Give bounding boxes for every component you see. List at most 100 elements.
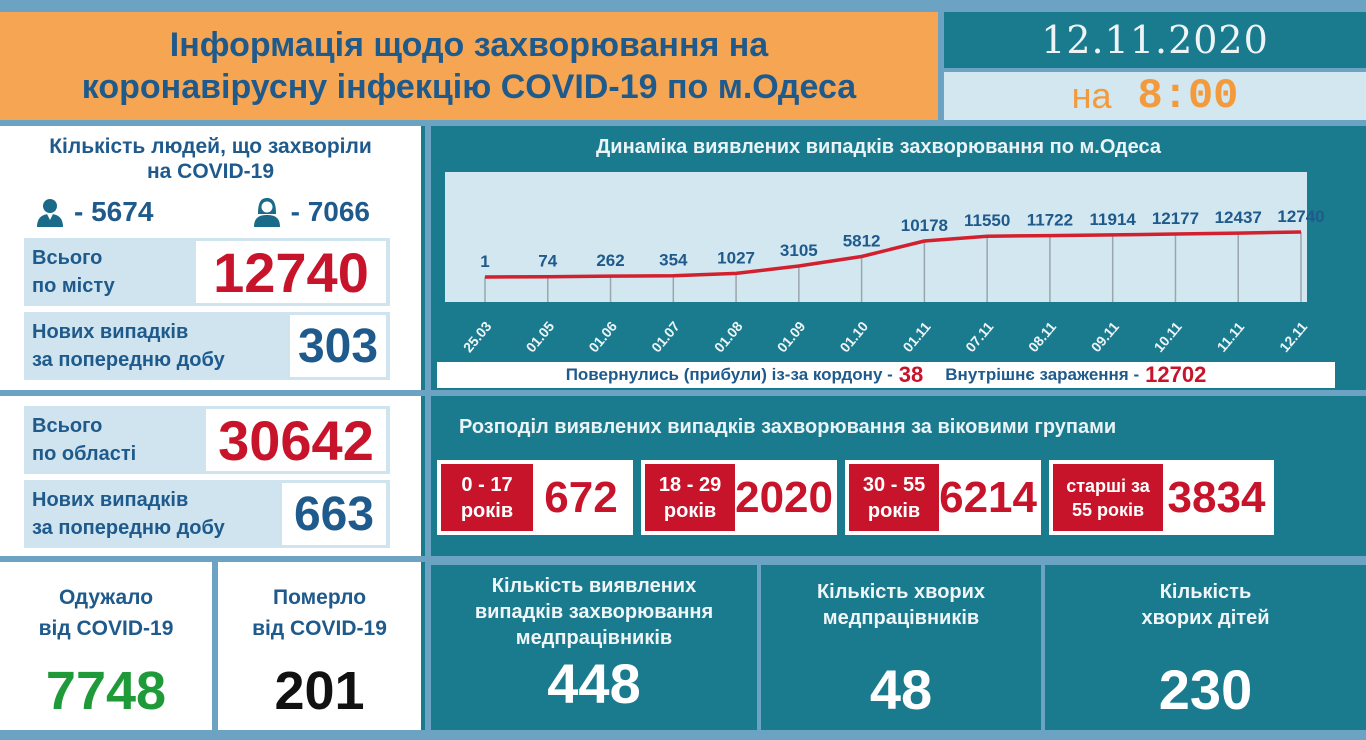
- city-total-label-1: Всього: [32, 247, 103, 269]
- svg-text:74: 74: [538, 252, 557, 271]
- age-groups-panel: Розподіл виявлених випадків захворювання…: [431, 396, 1366, 556]
- recovered-title-2: від COVID-19: [38, 617, 174, 640]
- medical-detected-title-3: медпрацівників: [515, 627, 673, 649]
- female-count-value: - 7066: [290, 196, 370, 227]
- region-new-value: 663: [282, 483, 386, 545]
- svg-text:12177: 12177: [1152, 209, 1199, 228]
- svg-text:354: 354: [659, 251, 688, 270]
- svg-text:1027: 1027: [717, 248, 755, 267]
- deaths-title-1: Померло: [272, 586, 367, 609]
- age-group-label: 0 - 17 років: [441, 464, 533, 531]
- medical-detected-title-2: випадків захворювання: [474, 601, 714, 623]
- age-group-card: 0 - 17 років 672: [437, 460, 633, 535]
- returned-label: Повернулись (прибули) із-за кордону -: [565, 365, 893, 384]
- time-prefix: на: [1071, 75, 1112, 116]
- male-count: - 5674: [34, 196, 153, 228]
- svg-text:01.05: 01.05: [523, 318, 558, 355]
- age-groups-title: Розподіл виявлених випадків захворювання…: [459, 416, 1117, 438]
- recovered-card: Одужало від COVID-19 7748: [0, 562, 212, 730]
- medical-sick-title-1: Кількість хворих: [816, 581, 986, 603]
- sick-children-value: 230: [1158, 658, 1253, 721]
- age-group-card: 30 - 55 років 6214: [845, 460, 1041, 535]
- region-total-value: 30642: [206, 409, 386, 472]
- male-user-icon: [37, 199, 63, 227]
- medical-detected-title-1: Кількість виявлених: [491, 575, 697, 597]
- svg-text:25.03: 25.03: [460, 318, 495, 355]
- svg-text:01.09: 01.09: [774, 318, 809, 355]
- header-title-line2: коронавірусну інфекцію COVID-19 по м.Оде…: [81, 68, 857, 106]
- city-new-label-2: за попередню добу: [32, 349, 225, 371]
- age-range: 30 - 55: [862, 473, 926, 496]
- deaths-value: 201: [274, 661, 365, 721]
- report-date: 12.11.2020: [944, 12, 1366, 68]
- region-new-label-2: за попередню добу: [32, 517, 225, 539]
- chart-title: Динаміка виявлених випадків захворювання…: [596, 136, 1161, 158]
- region-total-box: Всього по області 30642: [24, 406, 390, 474]
- medical-detected-value: 448: [547, 652, 641, 715]
- male-count-value: - 5674: [74, 196, 154, 227]
- header-title: Інформація щодо захворювання на коронаві…: [0, 12, 938, 120]
- svg-text:5812: 5812: [843, 231, 881, 250]
- recovered-title-1: Одужало: [58, 586, 154, 609]
- age-unit: років: [663, 499, 717, 522]
- deaths-title-2: від COVID-19: [252, 617, 387, 640]
- svg-text:01.06: 01.06: [585, 318, 620, 355]
- svg-text:10.11: 10.11: [1150, 318, 1184, 355]
- recovered-value: 7748: [45, 661, 167, 721]
- svg-text:12.11: 12.11: [1276, 318, 1310, 355]
- age-range: 0 - 17: [461, 473, 513, 496]
- medical-sick-title: Кількість хворих медпрацівників: [761, 579, 1041, 631]
- region-total-label-2: по області: [32, 443, 137, 465]
- deaths-title: Померло від COVID-19: [218, 582, 421, 644]
- age-unit: 55 років: [1071, 499, 1145, 520]
- age-group-value: 6214: [939, 472, 1037, 522]
- city-new-label: Нових випадків за попередню добу: [24, 318, 290, 374]
- sick-children-card: Кількість хворих дітей 230: [1045, 565, 1366, 730]
- age-group-value: 672: [544, 472, 618, 522]
- returned-value: 38: [898, 362, 924, 387]
- city-stats-title: Кількість людей, що захворіли на COVID-1…: [0, 134, 421, 184]
- female-user-icon: [253, 198, 280, 227]
- deaths-card: Померло від COVID-19 201: [218, 562, 425, 730]
- svg-text:262: 262: [596, 251, 624, 270]
- svg-text:12740: 12740: [1277, 207, 1324, 226]
- city-total-value: 12740: [196, 241, 386, 304]
- svg-text:11914: 11914: [1090, 210, 1137, 229]
- dynamics-chart-panel: Динаміка виявлених випадків захворювання…: [431, 126, 1366, 390]
- medical-detected-card: Кількість виявлених випадків захворюванн…: [431, 565, 757, 730]
- svg-text:11722: 11722: [1027, 211, 1073, 230]
- city-new-label-1: Нових випадків: [32, 321, 189, 343]
- age-unit: років: [460, 499, 514, 522]
- age-group-label: 30 - 55 років: [849, 464, 940, 531]
- svg-text:01.10: 01.10: [836, 318, 871, 355]
- age-range: старші за: [1066, 475, 1150, 496]
- region-new-label-1: Нових випадків: [32, 489, 189, 511]
- age-group-label: 18 - 29 років: [645, 464, 736, 531]
- medical-sick-title-2: медпрацівників: [822, 607, 980, 629]
- svg-text:01.08: 01.08: [711, 318, 746, 355]
- city-new-box: Нових випадків за попередню добу 303: [24, 312, 390, 380]
- svg-text:10178: 10178: [901, 216, 948, 235]
- medical-sick-card: Кількість хворих медпрацівників 48: [761, 565, 1041, 730]
- female-count: - 7066: [251, 196, 370, 228]
- svg-text:08.11: 08.11: [1025, 318, 1059, 355]
- svg-text:07.11: 07.11: [962, 318, 996, 355]
- medical-sick-value: 48: [869, 658, 933, 721]
- svg-text:01.07: 01.07: [648, 318, 683, 355]
- svg-text:01.11: 01.11: [899, 318, 933, 355]
- svg-text:3105: 3105: [780, 241, 818, 260]
- region-stats-panel: Всього по області 30642 Нових випадків з…: [0, 396, 425, 556]
- age-group-label: старші за 55 років: [1053, 464, 1163, 531]
- region-total-label-1: Всього: [32, 415, 103, 437]
- svg-text:11550: 11550: [964, 211, 1010, 230]
- region-total-label: Всього по області: [24, 412, 206, 468]
- age-group-card: 18 - 29 років 2020: [641, 460, 837, 535]
- gender-breakdown: - 5674 - 7066: [34, 196, 394, 228]
- svg-text:1: 1: [480, 252, 489, 271]
- dynamics-line-chart: 1 25.03 74 01.05 262 01.06 354 01.07 1027 01.08 31…: [445, 172, 1325, 355]
- internal-value: 12702: [1145, 362, 1207, 387]
- age-group-value: 3834: [1167, 472, 1266, 522]
- age-unit: років: [867, 499, 921, 522]
- svg-text:12437: 12437: [1215, 208, 1262, 227]
- region-new-box: Нових випадків за попередню добу 663: [24, 480, 390, 548]
